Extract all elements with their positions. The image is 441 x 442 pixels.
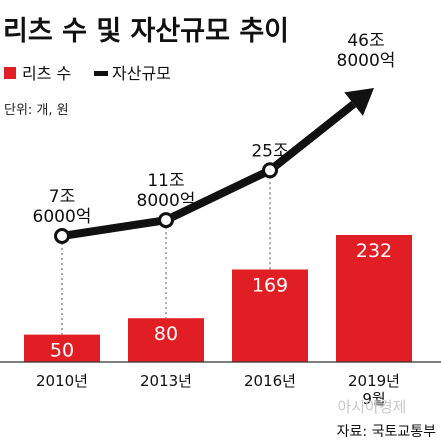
asset-point-1 [54, 228, 70, 244]
asset-label-part: 8000억 [137, 191, 196, 211]
asset-label-2: 11조 8000억 [137, 171, 196, 211]
legend-swatch-line [94, 71, 108, 76]
bar-labels: 50 80 169 232 [50, 240, 392, 362]
legend-label-line: 자산규모 [112, 64, 171, 83]
asset-point-2 [158, 212, 174, 229]
category-label-part: 2019년 [348, 372, 400, 390]
category-labels: 2010년 2013년 2016년 2019년 9월 [36, 372, 400, 408]
guide-lines [61, 177, 271, 335]
asset-label-part: 11조 [147, 171, 184, 191]
bar-value-1: 50 [50, 340, 74, 362]
bar-1 [24, 334, 100, 362]
asset-points [54, 162, 278, 244]
category-label-part: 2013년 [140, 372, 192, 390]
asset-label-part: 46조 [347, 31, 384, 51]
category-label-part: 9월 [362, 390, 385, 408]
category-label-3: 2016년 [244, 372, 296, 390]
asset-label-part: 8000억 [337, 51, 396, 71]
bar-value-4: 232 [356, 240, 392, 262]
category-label-part: 2016년 [244, 372, 296, 390]
watermark: 아시아경제 [337, 398, 406, 416]
category-label-2: 2013년 [140, 372, 192, 390]
asset-label-3: 25조 [251, 141, 288, 161]
bars [24, 235, 412, 362]
asset-label-1: 7조 6000억 [33, 187, 92, 227]
category-label-1: 2010년 [36, 372, 88, 390]
category-label-part: 2010년 [36, 372, 88, 390]
source-label: 자료: 국토교통부 [337, 424, 436, 440]
asset-label-4: 46조 8000억 [337, 31, 396, 71]
asset-line [61, 88, 374, 240]
chart-title: 리츠 수 및 자산규모 추이 [3, 16, 289, 47]
bar-2 [128, 318, 204, 362]
asset-line-path [61, 100, 357, 240]
legend-label-bars: 리츠 수 [22, 64, 71, 83]
asset-label-part: 7조 [49, 187, 75, 207]
asset-line-arrowhead [344, 88, 374, 116]
bar-3 [232, 269, 308, 362]
bar-4 [336, 235, 412, 362]
legend-swatch-bars [4, 67, 16, 79]
asset-label-part: 25조 [251, 141, 288, 161]
unit-label: 단위: 개, 원 [4, 103, 69, 118]
category-label-4: 2019년 9월 [348, 372, 400, 408]
asset-label-part: 6000억 [33, 207, 92, 227]
bar-value-3: 169 [252, 274, 288, 296]
asset-point-3 [262, 162, 278, 179]
bar-value-2: 80 [154, 323, 178, 345]
